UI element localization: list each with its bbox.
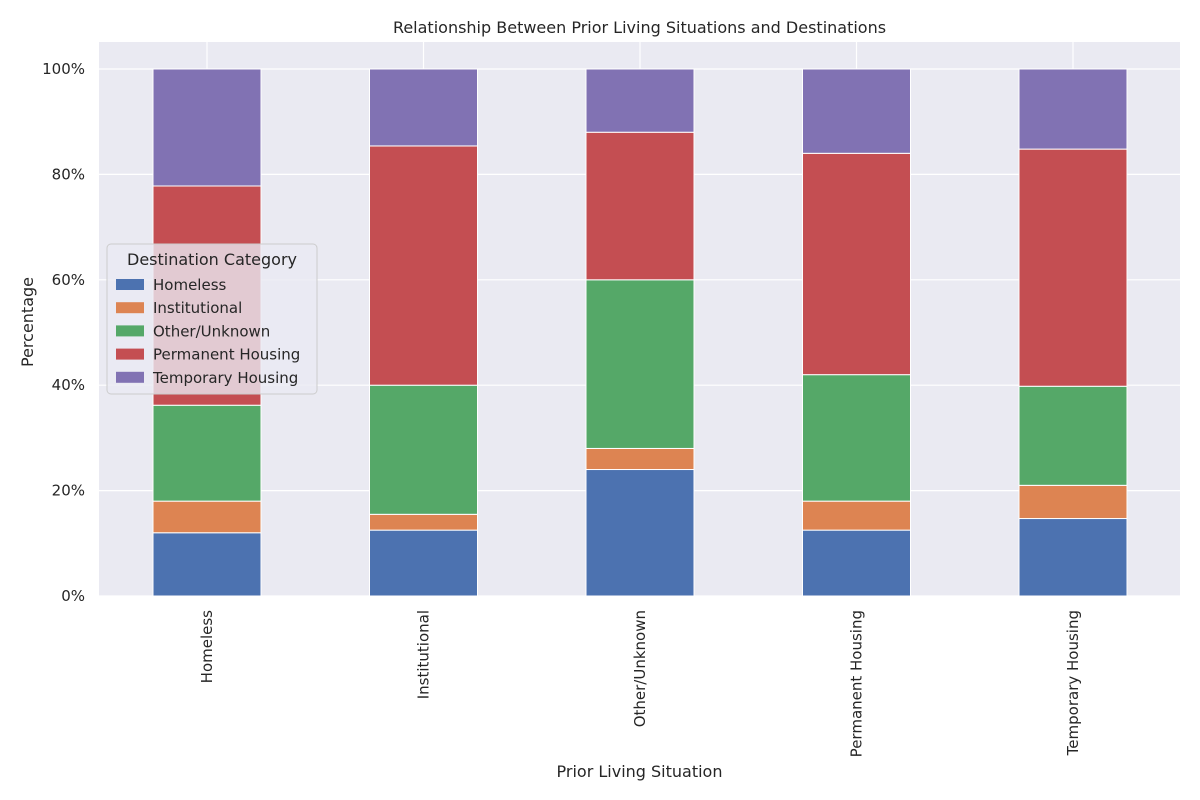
legend-swatch — [116, 302, 144, 314]
bar-segment — [1018, 385, 1128, 486]
legend-swatch — [116, 325, 144, 337]
legend-label: Temporary Housing — [152, 369, 298, 387]
bar-segment — [369, 384, 478, 515]
bar-segment — [152, 532, 262, 597]
legend-swatch — [116, 348, 144, 360]
bar-segment — [802, 374, 911, 502]
x-tick-label: Homeless — [198, 610, 216, 684]
legend-label: Institutional — [153, 299, 242, 317]
y-tick-label: 40% — [52, 376, 85, 394]
bar-segment — [152, 404, 262, 502]
x-tick-label: Permanent Housing — [848, 610, 866, 757]
y-tick-label: 80% — [52, 165, 85, 183]
bar-segment — [802, 529, 911, 597]
y-axis-label: Percentage — [18, 277, 37, 367]
legend-label: Other/Unknown — [153, 322, 270, 340]
legend: Destination Category Homeless Institution… — [106, 243, 318, 395]
bar-segment — [369, 145, 478, 386]
bar-segment — [585, 279, 695, 449]
bar-segment — [1018, 518, 1128, 597]
y-tick-label: 100% — [42, 60, 85, 78]
bar-segment — [1018, 148, 1128, 387]
bar-segment — [585, 131, 695, 281]
bar-segment — [802, 68, 911, 154]
x-axis-label: Prior Living Situation — [557, 762, 723, 781]
bar-segment — [369, 68, 478, 147]
legend-items: Homeless Institutional Other/Unknown Perman… — [116, 276, 300, 387]
x-tick-label: Other/Unknown — [631, 610, 649, 727]
bar-segment — [1018, 68, 1128, 150]
x-tick-labels: Homeless Institutional Other/Unknown Perman… — [198, 610, 1082, 757]
chart-title: Relationship Between Prior Living Situat… — [393, 18, 886, 37]
bar-segment — [585, 68, 695, 133]
legend-title: Destination Category — [127, 250, 297, 269]
y-tick-label: 0% — [61, 587, 85, 605]
y-tick-label: 20% — [52, 482, 85, 500]
legend-frame — [106, 243, 318, 395]
bar-segment — [369, 529, 478, 597]
x-tick-label: Temporary Housing — [1064, 610, 1082, 756]
bar-segment — [152, 68, 262, 187]
legend-swatch — [116, 279, 144, 290]
bar-segment — [585, 447, 695, 471]
legend-label: Permanent Housing — [153, 346, 300, 364]
y-tick-labels: 0% 20% 40% 60% 80% 100% — [42, 60, 85, 605]
legend-swatch — [116, 371, 144, 383]
bar-segment — [802, 152, 911, 376]
bar-segment — [585, 469, 695, 597]
x-tick-label: Institutional — [415, 610, 433, 699]
bar-segment — [152, 500, 262, 534]
legend-label: Homeless — [153, 276, 227, 294]
bar-segment — [369, 513, 478, 531]
bar-segment — [1018, 484, 1128, 520]
bar-segment — [802, 500, 911, 531]
y-tick-label: 60% — [52, 271, 85, 289]
